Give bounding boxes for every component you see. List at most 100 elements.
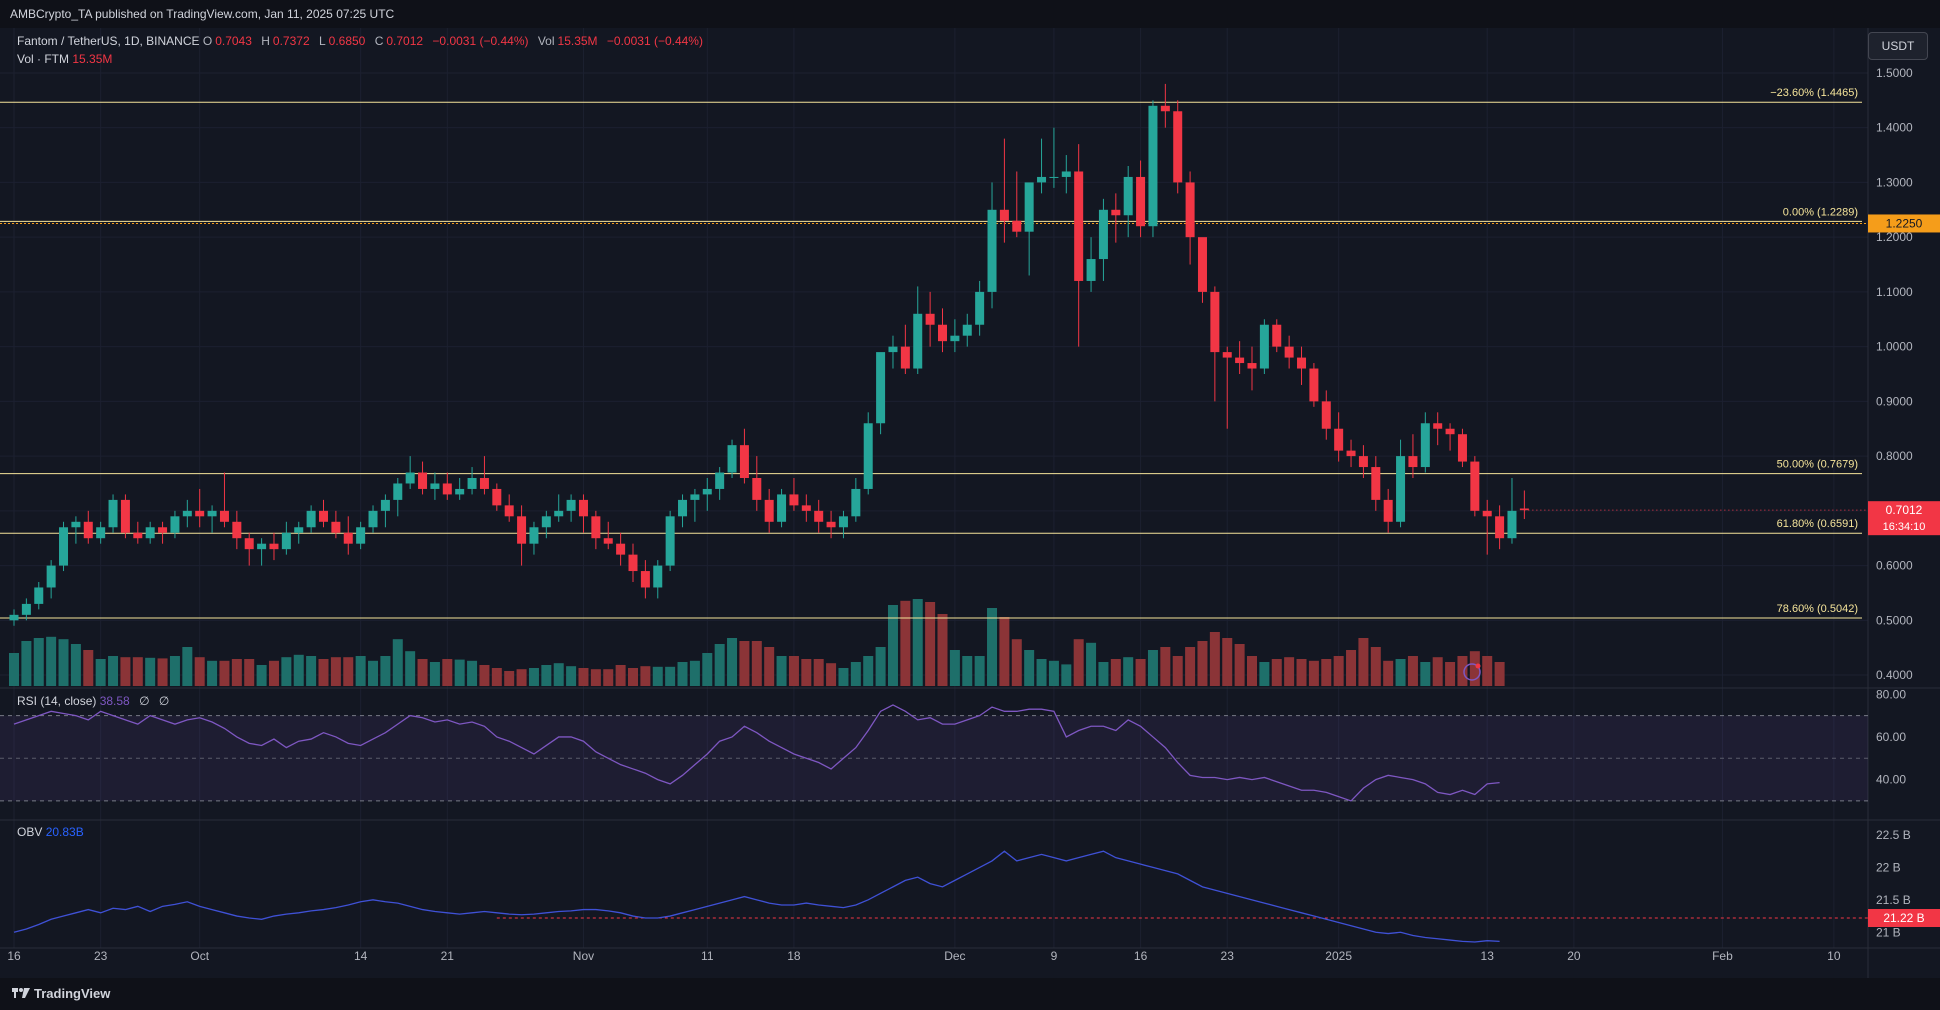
- candle-body: [1136, 176, 1146, 227]
- volume-bar: [1271, 659, 1282, 686]
- candle: [331, 510, 341, 539]
- volume-bar: [1407, 656, 1418, 686]
- volume-bar: [429, 662, 440, 686]
- candle: [739, 428, 749, 484]
- candle-body: [678, 499, 688, 517]
- candle-body: [826, 521, 836, 528]
- price-tick-label: 1.3000: [1876, 175, 1913, 189]
- volume-bar: [33, 638, 44, 686]
- rsi-tick-label: 80.00: [1876, 687, 1906, 701]
- candle-body: [690, 494, 700, 500]
- candle-body: [1519, 508, 1529, 511]
- currency-button[interactable]: USDT: [1868, 32, 1928, 60]
- rsi-label[interactable]: RSI (14, close): [17, 694, 97, 708]
- candle: [96, 521, 106, 544]
- volume-bar: [1247, 656, 1257, 686]
- fib-levels: −23.60% (1.4465) 0.00% (1.2289) 50.00% (0.…: [0, 87, 1868, 619]
- candle: [665, 510, 675, 572]
- candle: [21, 598, 31, 621]
- obv-label[interactable]: OBV: [17, 825, 43, 839]
- candle-body: [1160, 105, 1170, 112]
- price-tick-label: 0.6000: [1876, 559, 1913, 573]
- vol-ftm-label[interactable]: Vol · FTM: [17, 52, 70, 66]
- volume-bar: [454, 659, 465, 686]
- candle-body: [294, 527, 304, 533]
- candle: [1408, 434, 1418, 478]
- volume-bar: [70, 644, 81, 686]
- candle: [1111, 193, 1121, 243]
- candle-body: [393, 483, 403, 500]
- time-tick-label: Nov: [573, 949, 594, 963]
- candle-body: [1284, 346, 1294, 358]
- candle: [1346, 439, 1356, 468]
- candle-body: [1408, 456, 1418, 468]
- volume-bar: [1308, 660, 1319, 686]
- candle: [418, 461, 428, 495]
- tradingview-brand[interactable]: TradingView: [12, 986, 110, 1001]
- volume-bar: [1370, 647, 1381, 686]
- candle-body: [281, 532, 291, 550]
- candle-body: [1235, 357, 1245, 364]
- high-label: H: [261, 34, 270, 48]
- volume-bar: [1383, 660, 1394, 686]
- candle-body: [1321, 401, 1331, 429]
- candle-body: [1086, 259, 1096, 281]
- candle-body: [529, 527, 539, 544]
- volume-bar: [281, 657, 292, 686]
- candle: [938, 308, 947, 353]
- candle-body: [467, 478, 477, 489]
- candle: [578, 494, 588, 533]
- obv-tick-label: 22 B: [1876, 860, 1901, 874]
- obv-legend: OBV 20.83B: [17, 825, 84, 839]
- volume-bar: [1073, 639, 1084, 686]
- volume-bar: [343, 657, 354, 686]
- candle-body: [343, 532, 353, 544]
- candle-body: [987, 209, 997, 292]
- candle-body: [863, 423, 873, 489]
- candle-body: [492, 488, 502, 506]
- volume-bar: [157, 658, 168, 686]
- candle-body: [120, 499, 130, 533]
- candle: [467, 467, 477, 495]
- time-tick-label: Oct: [190, 949, 209, 963]
- volume-bar: [1185, 647, 1196, 686]
- candle: [752, 456, 762, 511]
- volume-layer: [9, 599, 1505, 686]
- candle: [9, 609, 19, 626]
- candle: [1185, 171, 1195, 265]
- candle-body: [219, 510, 229, 522]
- volume-bar: [182, 647, 193, 686]
- candle: [999, 138, 1009, 243]
- candle: [1433, 412, 1443, 446]
- volume-legend: Vol · FTM 15.35M: [17, 52, 112, 66]
- candle-body: [59, 527, 69, 566]
- candle: [343, 516, 353, 555]
- candle: [71, 516, 81, 544]
- rsi-band-fill: [0, 715, 1868, 801]
- candle-body: [1148, 105, 1158, 227]
- candle-body: [876, 352, 886, 424]
- candle: [182, 499, 192, 528]
- candle: [59, 521, 69, 572]
- candle-body: [319, 510, 328, 522]
- candle-body: [715, 472, 725, 489]
- candle-body: [1098, 209, 1108, 260]
- volume-bar: [937, 614, 948, 686]
- candle-body: [938, 324, 947, 342]
- volume-bar: [826, 663, 837, 686]
- candle: [1037, 138, 1047, 194]
- candle: [678, 494, 688, 528]
- candle: [1136, 160, 1146, 238]
- rsi-value: 38.58: [99, 694, 130, 708]
- volume-bar: [541, 665, 552, 686]
- volume-bar: [689, 660, 700, 686]
- candle-body: [108, 499, 118, 528]
- candle: [715, 467, 725, 500]
- symbol-name[interactable]: Fantom / TetherUS, 1D, BINANCE: [17, 34, 200, 48]
- low-value: 0.6850: [328, 34, 366, 48]
- volume-bar: [1147, 650, 1158, 686]
- candle-body: [158, 527, 168, 533]
- grid-layer: [0, 28, 1940, 978]
- candle: [863, 412, 873, 495]
